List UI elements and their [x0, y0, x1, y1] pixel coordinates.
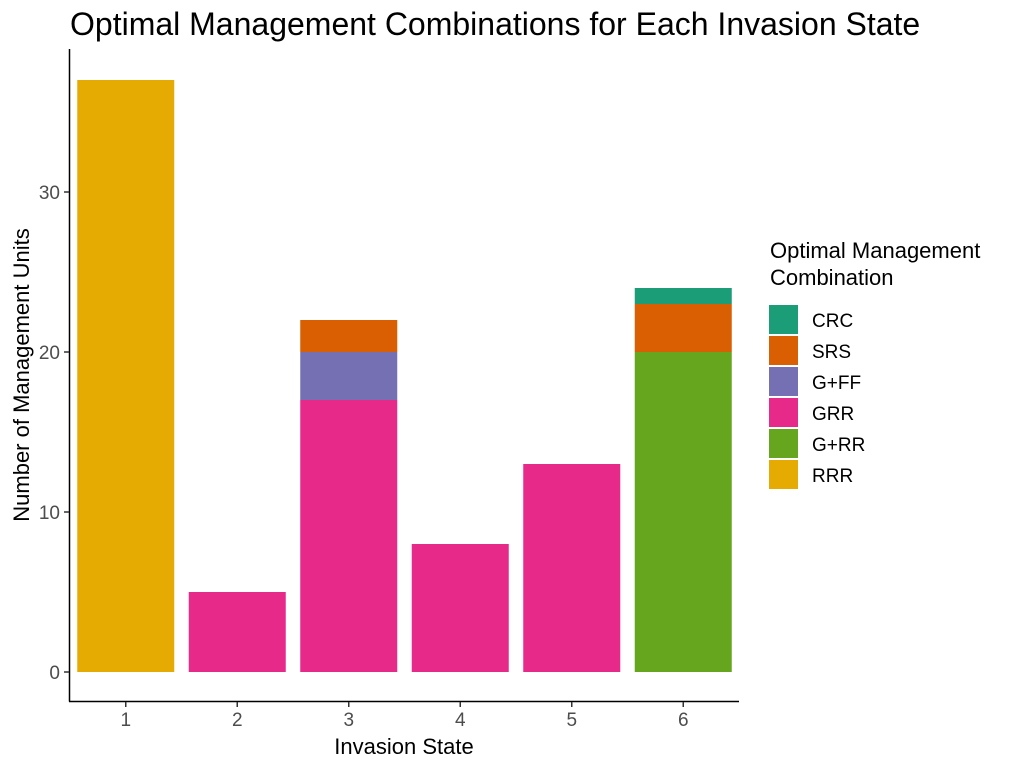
bar-3-srs [300, 320, 398, 352]
legend-label-g-rr: G+RR [812, 435, 865, 456]
legend-label-g-ff: G+FF [812, 373, 861, 394]
legend-items: CRC SRS G+FF GRR G+RR RRR [769, 305, 865, 489]
legend-label-rrr: RRR [812, 466, 853, 487]
legend-item-rrr: RRR [769, 460, 853, 489]
x-axis-label: Invasion State [334, 734, 473, 759]
x-tick-label: 5 [566, 710, 577, 731]
x-tick-label: 1 [120, 710, 131, 731]
x-tick-label: 6 [678, 710, 689, 731]
y-tick-label: 20 [39, 343, 60, 364]
legend-label-srs: SRS [812, 342, 851, 363]
legend-item-g-ff: G+FF [769, 367, 861, 396]
legend-swatch-rrr [769, 460, 798, 489]
legend-title: Optimal Management Combination [770, 238, 986, 290]
legend-swatch-g-rr [769, 429, 798, 458]
legend-item-crc: CRC [769, 305, 853, 334]
x-axis-ticks: 1 2 3 4 5 6 [120, 702, 689, 731]
y-axis-ticks: 0 10 20 30 [39, 183, 69, 684]
legend: Optimal Management Combination CRC SRS G+F… [769, 238, 986, 489]
bar-6-g-rr [634, 352, 732, 672]
bar-3-g-ff [300, 352, 398, 400]
y-tick-label: 10 [39, 503, 60, 524]
y-axis-label: Number of Management Units [9, 228, 34, 521]
chart-title: Optimal Management Combinations for Each… [70, 6, 920, 42]
x-tick-label: 4 [455, 710, 466, 731]
bar-6-srs [634, 304, 732, 352]
legend-item-grr: GRR [769, 398, 854, 427]
legend-item-srs: SRS [769, 336, 851, 365]
x-tick-label: 3 [343, 710, 354, 731]
y-tick-label: 30 [39, 183, 60, 204]
legend-label-crc: CRC [812, 311, 853, 332]
bar-5-grr [523, 464, 621, 672]
legend-swatch-crc [769, 305, 798, 334]
y-tick-label: 0 [49, 663, 60, 684]
plot-area [77, 80, 732, 672]
bar-2-grr [188, 592, 286, 672]
legend-label-grr: GRR [812, 404, 854, 425]
bar-4-grr [411, 544, 509, 672]
legend-title-line-2: Combination [770, 265, 894, 290]
legend-swatch-g-ff [769, 367, 798, 396]
x-tick-label: 2 [232, 710, 243, 731]
bar-6-crc [634, 288, 732, 304]
legend-swatch-grr [769, 398, 798, 427]
bar-1-rrr [77, 80, 175, 672]
legend-swatch-srs [769, 336, 798, 365]
bar-3-grr [300, 400, 398, 672]
legend-item-g-rr: G+RR [769, 429, 865, 458]
legend-title-line-1: Optimal Management [770, 238, 980, 263]
